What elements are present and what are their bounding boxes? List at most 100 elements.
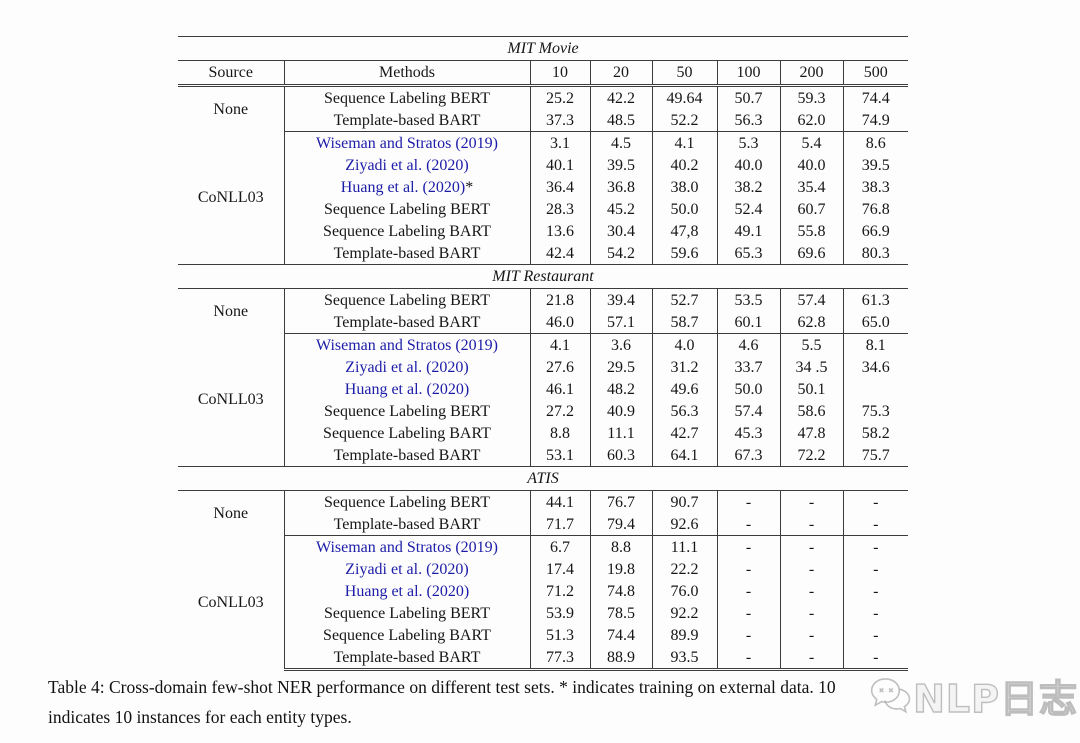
method-cell: Sequence Labeling BERT — [284, 602, 531, 624]
table-row: Sequence Labeling BERT 53.9 78.5 92.2- - - — [178, 602, 908, 624]
value-cell: 55.8 — [780, 220, 844, 242]
value-cell: - — [780, 535, 844, 558]
value-cell: 36.8 — [590, 176, 653, 198]
value-cell: 51.3 — [530, 624, 591, 646]
value-cell: 60.1 — [717, 311, 781, 334]
value-cell: 53.5 — [717, 288, 781, 311]
section-row-mit-movie: MIT Movie — [178, 36, 908, 61]
table-row: Sequence Labeling BART 13.6 30.4 47,8 49.1 55… — [178, 220, 908, 242]
value-cell: 76.7 — [590, 490, 653, 513]
value-cell: 59.6 — [652, 242, 718, 265]
value-cell: 46.0 — [530, 311, 591, 334]
table-row: Ziyadi et al. (2020) 40.1 39.5 40.2 40.0 40.0… — [178, 154, 908, 176]
method-cell: Sequence Labeling BERT — [284, 288, 531, 311]
value-cell: - — [843, 646, 908, 671]
method-cell: Sequence Labeling BERT — [284, 85, 531, 109]
value-cell: 31.2 — [652, 356, 718, 378]
value-cell: 42.7 — [652, 422, 718, 444]
value-cell: - — [717, 513, 781, 536]
source-cell-none: None — [178, 288, 285, 334]
value-cell: 40.2 — [652, 154, 718, 176]
value-cell: - — [780, 580, 844, 602]
method-cell: Wiseman and Stratos (2019) — [284, 333, 531, 356]
value-cell: 25.2 — [530, 85, 591, 109]
method-cell: Wiseman and Stratos (2019) — [284, 535, 531, 558]
citation-link[interactable]: Huang et al. (2020) — [344, 380, 470, 398]
value-cell: 50.7 — [717, 85, 781, 109]
column-header-10: 10 — [530, 60, 591, 87]
value-cell: - — [717, 580, 781, 602]
citation-link[interactable]: Wiseman and Stratos (2019) — [316, 538, 498, 556]
method-cell: Wiseman and Stratos (2019) — [284, 131, 531, 154]
table-row: Template-based BART 37.3 48.5 52.2 56.3 62.0 7… — [178, 109, 908, 132]
source-cell-none: None — [178, 490, 285, 536]
value-cell: 42.2 — [590, 85, 653, 109]
method-cell: Sequence Labeling BERT — [284, 490, 531, 513]
value-cell: 62.0 — [780, 109, 844, 132]
value-cell: 56.3 — [717, 109, 781, 132]
table-row: Sequence Labeling BERT 27.2 40.9 56.3 57.4 58… — [178, 400, 908, 422]
value-cell: 88.9 — [590, 646, 653, 671]
value-cell: 61.3 — [861, 291, 890, 309]
value-cell: 8.6 — [865, 134, 886, 152]
value-cell: 28.3 — [530, 198, 591, 220]
value-cell: 42.4 — [530, 242, 591, 265]
value-cell: 47.8 — [780, 422, 844, 444]
value-cell: 77.3 — [530, 646, 591, 671]
value-cell: - — [843, 513, 908, 536]
value-cell: 40.0 — [780, 154, 844, 176]
method-cell: Ziyadi et al. (2020) — [284, 356, 531, 378]
value-cell: 64.1 — [652, 444, 718, 467]
citation-link[interactable]: Huang et al. (2020) — [340, 178, 466, 196]
value-cell: 4.0 — [652, 333, 718, 356]
citation-link[interactable]: Ziyadi et al. (2020) — [345, 560, 469, 578]
value-cell: 19.8 — [590, 558, 653, 580]
column-header-20: 20 — [590, 60, 653, 87]
value-cell: 65.3 — [717, 242, 781, 265]
value-cell: 90.7 — [652, 490, 718, 513]
value-cell: - — [780, 646, 844, 671]
table-row: Template-based BART 71.7 79.4 92.6- - - — [178, 513, 908, 536]
method-cell: Sequence Labeling BERT — [284, 400, 531, 422]
source-cell-none: None — [178, 85, 285, 132]
value-cell: 67.3 — [717, 444, 781, 467]
value-cell: 66.9 — [861, 222, 890, 240]
citation-link[interactable]: Wiseman and Stratos (2019) — [316, 336, 498, 354]
value-cell: 8.8 — [590, 535, 653, 558]
section-row-atis: ATIS — [178, 466, 908, 491]
table-row: Huang et al. (2020)* 36.4 36.8 38.0 38.2 35.4… — [178, 176, 908, 198]
value-cell: 3.1 — [530, 131, 591, 154]
value-cell: 71.2 — [530, 580, 591, 602]
value-cell: 60.3 — [590, 444, 653, 467]
value-cell: 22.2 — [652, 558, 718, 580]
value-cell: 40.0 — [717, 154, 781, 176]
citation-link[interactable]: Huang et al. (2020) — [344, 582, 470, 600]
value-cell: 56.3 — [652, 400, 718, 422]
value-cell: - — [873, 560, 879, 578]
value-cell: 50.0 — [717, 378, 781, 400]
value-cell: 46.1 — [530, 378, 591, 400]
citation-link[interactable]: Wiseman and Stratos (2019) — [316, 134, 498, 152]
value-cell: - — [717, 646, 781, 671]
source-cell-conll03: CoNLL03 — [178, 131, 285, 265]
citation-link[interactable]: Ziyadi et al. (2020) — [345, 358, 469, 376]
value-cell: 5.3 — [717, 131, 781, 154]
table-row: None Sequence Labeling BERT 44.1 76.7 90.7- -… — [178, 490, 908, 536]
table-row: Template-based BART 77.3 88.9 93.5- - - — [178, 646, 908, 671]
value-cell: 48.5 — [590, 109, 653, 132]
value-cell: - — [780, 624, 844, 646]
value-cell: 57.4 — [717, 400, 781, 422]
value-cell: 35.4 — [780, 176, 844, 198]
value-cell: 92.2 — [652, 602, 718, 624]
method-cell: Template-based BART — [284, 646, 531, 671]
citation-link[interactable]: Ziyadi et al. (2020) — [345, 156, 469, 174]
section-title: ATIS — [178, 466, 908, 491]
value-cell: 39.4 — [590, 288, 653, 311]
value-cell: 74.4 — [590, 624, 653, 646]
value-cell: 4.6 — [717, 333, 781, 356]
value-cell: 3.6 — [590, 333, 653, 356]
value-cell: 92.6 — [652, 513, 718, 536]
value-cell: 4.1 — [652, 131, 718, 154]
value-cell: 5.4 — [780, 131, 844, 154]
